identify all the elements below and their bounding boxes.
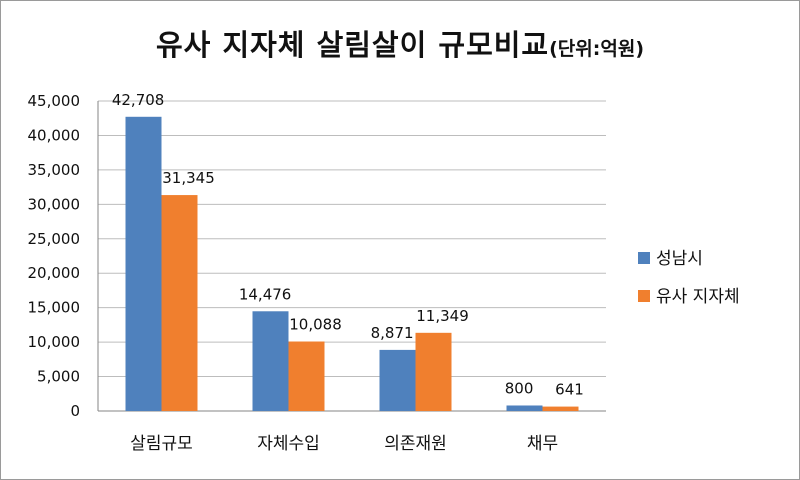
bar bbox=[288, 341, 325, 411]
y-tick-label: 40,000 bbox=[28, 126, 81, 144]
data-label: 641 bbox=[555, 381, 584, 399]
y-axis-ticks: 0 5,000 10,000 15,000 20,000 25,000 30,000 35,0… bbox=[28, 92, 81, 420]
bar bbox=[542, 406, 579, 411]
x-category-label: 자체수입 bbox=[257, 434, 320, 454]
data-label: 800 bbox=[505, 379, 534, 397]
bar bbox=[379, 349, 416, 411]
chart-title-unit: (단위:억원) bbox=[549, 38, 645, 60]
legend-label: 성남시 bbox=[656, 249, 703, 269]
y-tick-label: 15,000 bbox=[28, 299, 81, 317]
data-label: 14,476 bbox=[239, 285, 292, 303]
y-tick-label: 25,000 bbox=[28, 230, 81, 248]
y-tick-label: 45,000 bbox=[28, 92, 81, 110]
bar bbox=[125, 116, 162, 411]
bar bbox=[415, 332, 452, 411]
data-label: 11,349 bbox=[416, 307, 469, 325]
bars bbox=[125, 116, 579, 411]
bar bbox=[506, 405, 543, 411]
bar bbox=[252, 311, 289, 411]
chart-title: 유사 지자체 살림살이 규모비교(단위:억원) bbox=[0, 22, 800, 64]
y-tick-label: 5,000 bbox=[37, 368, 80, 386]
x-category-label: 살림규모 bbox=[130, 434, 193, 454]
data-label: 10,088 bbox=[289, 316, 342, 334]
x-axis-categories: 살림규모 자체수입 의존재원 채무 bbox=[130, 434, 558, 454]
y-tick-label: 10,000 bbox=[28, 333, 81, 351]
chart-title-main: 유사 지자체 살림살이 규모비교 bbox=[155, 28, 550, 62]
y-tick-label: 30,000 bbox=[28, 195, 81, 213]
data-label: 31,345 bbox=[162, 169, 215, 187]
y-tick-label: 35,000 bbox=[28, 161, 81, 179]
data-label: 42,708 bbox=[112, 91, 165, 109]
legend-swatch bbox=[638, 252, 650, 264]
bar bbox=[161, 195, 198, 411]
x-category-label: 채무 bbox=[527, 434, 558, 454]
legend-swatch bbox=[638, 290, 650, 302]
legend-label: 유사 지자체 bbox=[656, 287, 740, 307]
x-category-label: 의존재원 bbox=[384, 434, 447, 454]
y-tick-label: 20,000 bbox=[28, 264, 81, 282]
data-label: 8,871 bbox=[371, 324, 414, 342]
y-tick-label: 0 bbox=[70, 402, 80, 420]
